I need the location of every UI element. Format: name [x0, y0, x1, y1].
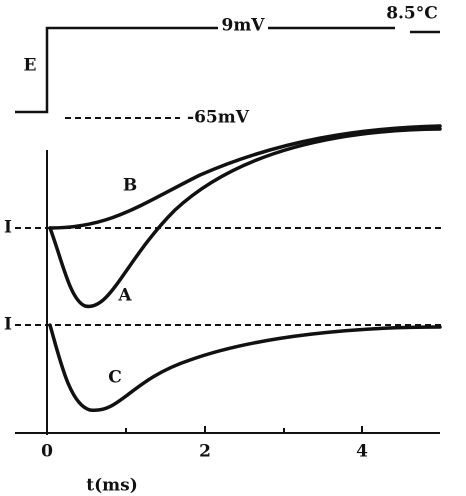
x-axis-label: t(ms)	[86, 476, 138, 496]
voltage-step	[15, 26, 440, 114]
x-tick-label: 0	[41, 442, 53, 462]
trace-a	[48, 127, 442, 309]
current-label: I	[4, 315, 12, 335]
trace-label: A	[117, 286, 132, 306]
x-tick-label: 2	[199, 442, 211, 462]
x-ticks	[125, 426, 363, 433]
temperature: 8.5°C	[386, 4, 438, 24]
trace-b	[48, 124, 442, 230]
holding-potential: -65mV	[187, 108, 250, 128]
step-label: E	[24, 56, 37, 76]
trace-label: C	[108, 368, 122, 388]
current-label: I	[4, 218, 12, 238]
trace-label: B	[123, 176, 137, 196]
x-tick-label: 4	[356, 442, 368, 462]
trace-c	[48, 323, 442, 412]
step-amplitude: 9mV	[221, 16, 265, 36]
